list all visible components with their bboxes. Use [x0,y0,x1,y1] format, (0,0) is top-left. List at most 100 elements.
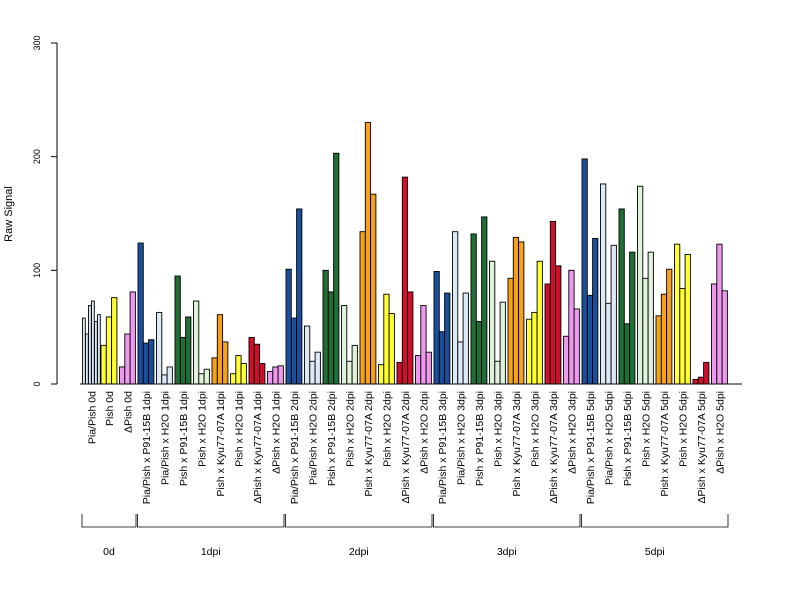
bar [692,379,699,385]
bar [327,291,335,385]
y-axis-title: Raw Signal [3,186,15,242]
bar [531,311,538,385]
category-label: Pish x Kyu77-07A 2dpi [363,391,375,497]
y-tick-label: 100 [32,263,42,278]
group-brackets: 0d 1dpi 2dpi 3dpi 5dpi [81,514,729,558]
bar [296,208,303,385]
bar [185,316,192,385]
bar [322,269,329,385]
group-bracket [285,514,433,528]
category-label: Pia/Pish x P91-15B 2dpi [289,391,301,504]
bars [82,122,728,385]
category-labels: Pia/Pish 0d Pish 0d ΔPish 0d Pia/Pish x P91… [87,391,727,504]
bar [655,315,662,385]
bar [396,361,403,385]
bar [679,288,686,385]
group-label: 5dpi [645,546,665,558]
bar [333,152,340,385]
bar [148,339,155,385]
bar [563,335,570,385]
bar [462,292,469,385]
bar [272,366,279,385]
bar [119,366,126,385]
bar [438,331,446,385]
bar [85,333,89,385]
bar [105,316,113,385]
category-label: Pia/Pish 0d [87,391,99,444]
bar [314,351,321,385]
category-label: Pia/Pish x H2O 2dpi [308,391,320,485]
group-bracket [433,514,581,528]
group-label: 2dpi [349,546,369,558]
bar [444,292,451,385]
bar [716,243,723,385]
bar [309,360,316,385]
bar [407,291,414,385]
bar [592,238,599,385]
bar [203,368,210,385]
y-tick-label: 200 [32,149,42,164]
y-tick-label: 300 [32,35,42,50]
bar [555,265,562,385]
group-label: 0d [103,546,115,558]
bar [285,268,292,385]
category-label: Pish x P91-15B 1dpi [178,391,190,486]
bar [666,268,673,385]
bar [600,183,607,385]
bar [637,185,644,385]
bar [378,364,385,385]
bar [82,317,86,385]
group-label: 1dpi [201,546,221,558]
category-label: Pish x Kyu77-07A 3dpi [511,391,523,497]
category-label: Pish x P91-15B 2dpi [326,391,338,486]
bar [568,269,575,385]
bar [211,357,218,385]
bar [198,373,205,385]
category-label: Pia/Pish x P91-15B 3dpi [437,391,449,504]
category-label: ΔPish x Kyu77-07A 2dpi [400,391,412,504]
bar [129,291,136,385]
category-label: Pish x H2O 3dpi [493,391,505,467]
bar [97,314,101,385]
bar [470,233,477,385]
bar [494,360,501,385]
bar [91,300,95,385]
bar [674,243,681,385]
bar [240,363,247,385]
bar [364,122,372,385]
y-tick-label: 0 [32,381,42,386]
bar [359,231,366,385]
category-label: Pish x H2O 1dpi [197,391,209,467]
bar [179,336,187,385]
bar [433,271,440,385]
bar [642,277,649,385]
bar [420,305,427,385]
bar [253,343,261,385]
bar [100,344,107,385]
category-label: Pish x Kyu77-07A 1dpi [215,391,227,497]
bar [388,313,395,385]
bar [304,325,311,385]
bar [216,314,224,385]
y-axis: 0 100 200 300 [32,35,58,387]
bar [174,275,181,385]
bar [111,297,118,385]
bar [88,305,92,385]
category-label: ΔPish x H2O 3dpi [567,391,579,474]
bar [222,341,229,385]
category-label: ΔPish x H2O 5dpi [715,391,727,474]
bar [623,323,631,385]
bar [370,193,377,385]
category-label: Pia/Pish x H2O 3dpi [456,391,468,485]
bar [610,244,617,385]
bar [526,318,533,385]
category-label: Pish x H2O 2dpi [345,391,357,467]
bar [489,260,496,385]
group-bracket [581,514,729,528]
bar [156,311,163,385]
bar [536,260,543,385]
bar [259,363,266,385]
bar [605,302,612,385]
bar [518,241,525,385]
